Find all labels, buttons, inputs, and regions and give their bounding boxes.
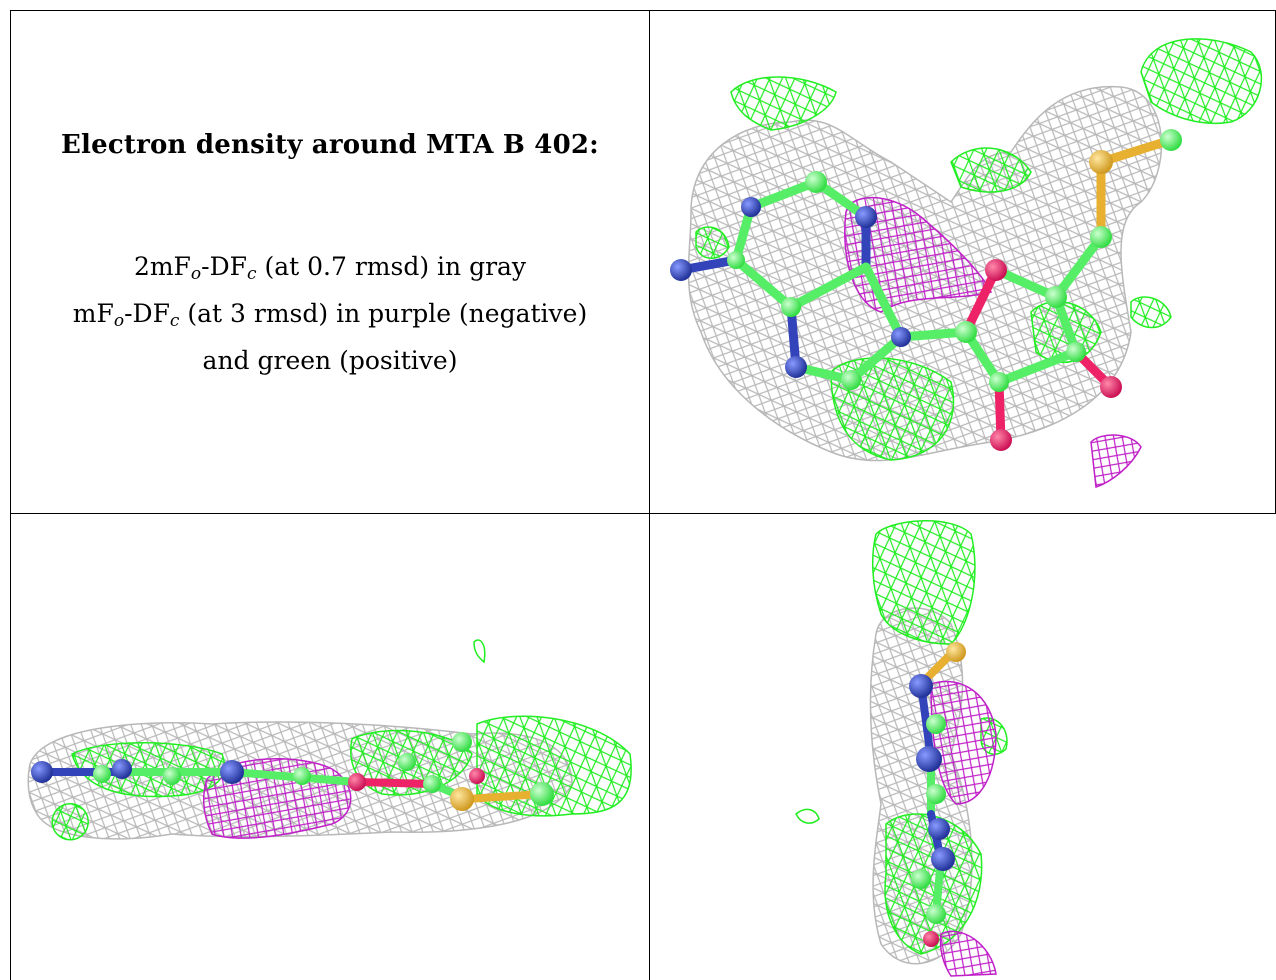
nitrogen-atom — [670, 259, 692, 281]
carbon-atom — [163, 767, 181, 785]
nitrogen-atom — [220, 760, 244, 784]
density-panel-edge-view — [12, 514, 648, 980]
sulfur-atom — [450, 787, 474, 811]
carbon-atom — [293, 767, 311, 785]
nitrogen-atom — [31, 761, 53, 783]
green-density-mesh-lower — [830, 357, 955, 461]
carbon-atom — [452, 732, 472, 752]
caption-line-green: and green (positive) — [202, 346, 458, 375]
nitrogen-atom — [931, 847, 955, 871]
carbon-atom — [1066, 342, 1086, 362]
caption-title: Electron density around MTA B 402: — [61, 130, 599, 160]
carbon-atom — [805, 171, 827, 193]
carbon-atom — [955, 321, 977, 343]
purple-density-mesh-small — [1090, 434, 1142, 489]
green-density-mesh-mid — [950, 147, 1032, 193]
nitrogen-atom — [916, 746, 942, 772]
carbon-atom — [926, 904, 946, 924]
green-density-mesh-bubble — [51, 803, 89, 841]
carbon-atom — [926, 784, 946, 804]
carbon-atom — [93, 765, 111, 783]
nitrogen-atom — [909, 674, 933, 698]
molecule-atoms — [909, 642, 966, 947]
table-center-border — [649, 10, 650, 980]
carbon-atom — [1090, 226, 1112, 248]
green-density-mesh-small — [473, 639, 486, 664]
table-middle-border — [10, 513, 1276, 514]
caption-line-purple: mFo-DFc (at 3 rmsd) in purple (negative) — [72, 299, 588, 331]
nitrogen-atom — [855, 206, 877, 228]
oxygen-atom — [990, 429, 1012, 451]
nitrogen-atom — [112, 759, 132, 779]
nitrogen-atom — [785, 356, 807, 378]
carbon-atom — [841, 370, 861, 390]
purple-density-mesh — [844, 196, 993, 313]
sulfur-atom — [946, 642, 966, 662]
carbon-atom — [1160, 129, 1182, 151]
table-top-border — [10, 10, 1276, 11]
density-panel-end-view — [651, 514, 1275, 980]
green-density-mesh-upper-left — [730, 76, 837, 131]
caption-line-gray: 2mFo-DFc (at 0.7 rmsd) in gray — [133, 252, 527, 284]
carbon-atom — [989, 372, 1009, 392]
oxygen-atom — [923, 931, 939, 947]
oxygen-atom — [1100, 376, 1122, 398]
sulfur-atom — [1089, 150, 1113, 174]
nitrogen-atom — [741, 197, 761, 217]
carbon-atom — [911, 869, 931, 889]
nitrogen-atom — [891, 327, 911, 347]
oxygen-atom — [348, 773, 366, 791]
oxygen-atom — [469, 768, 485, 784]
green-density-mesh-right — [476, 715, 632, 817]
table-left-border — [10, 10, 11, 980]
carbon-atom — [727, 251, 745, 269]
caption-lines: 2mFo-DFc (at 0.7 rmsd) in gray mFo-DFc (… — [12, 247, 648, 380]
molecule-atoms — [31, 732, 554, 811]
green-density-mesh-small — [795, 808, 820, 824]
molecule-atoms — [670, 129, 1182, 451]
green-density-mesh-far-right — [1130, 296, 1172, 329]
carbon-atom — [926, 714, 946, 734]
oxygen-atom — [985, 259, 1007, 281]
green-density-mesh-left — [695, 226, 730, 259]
purple-density-mesh-bottom — [939, 930, 997, 977]
carbon-atom — [530, 782, 554, 806]
carbon-atom — [1045, 286, 1067, 308]
green-density-mesh-top — [1140, 38, 1263, 125]
carbon-atom — [781, 297, 801, 317]
carbon-atom — [398, 753, 416, 771]
density-panel-face-view — [651, 12, 1275, 512]
caption-cell: Electron density around MTA B 402: 2mFo-… — [12, 12, 648, 512]
carbon-atom — [423, 775, 441, 793]
nitrogen-atom — [928, 818, 950, 840]
